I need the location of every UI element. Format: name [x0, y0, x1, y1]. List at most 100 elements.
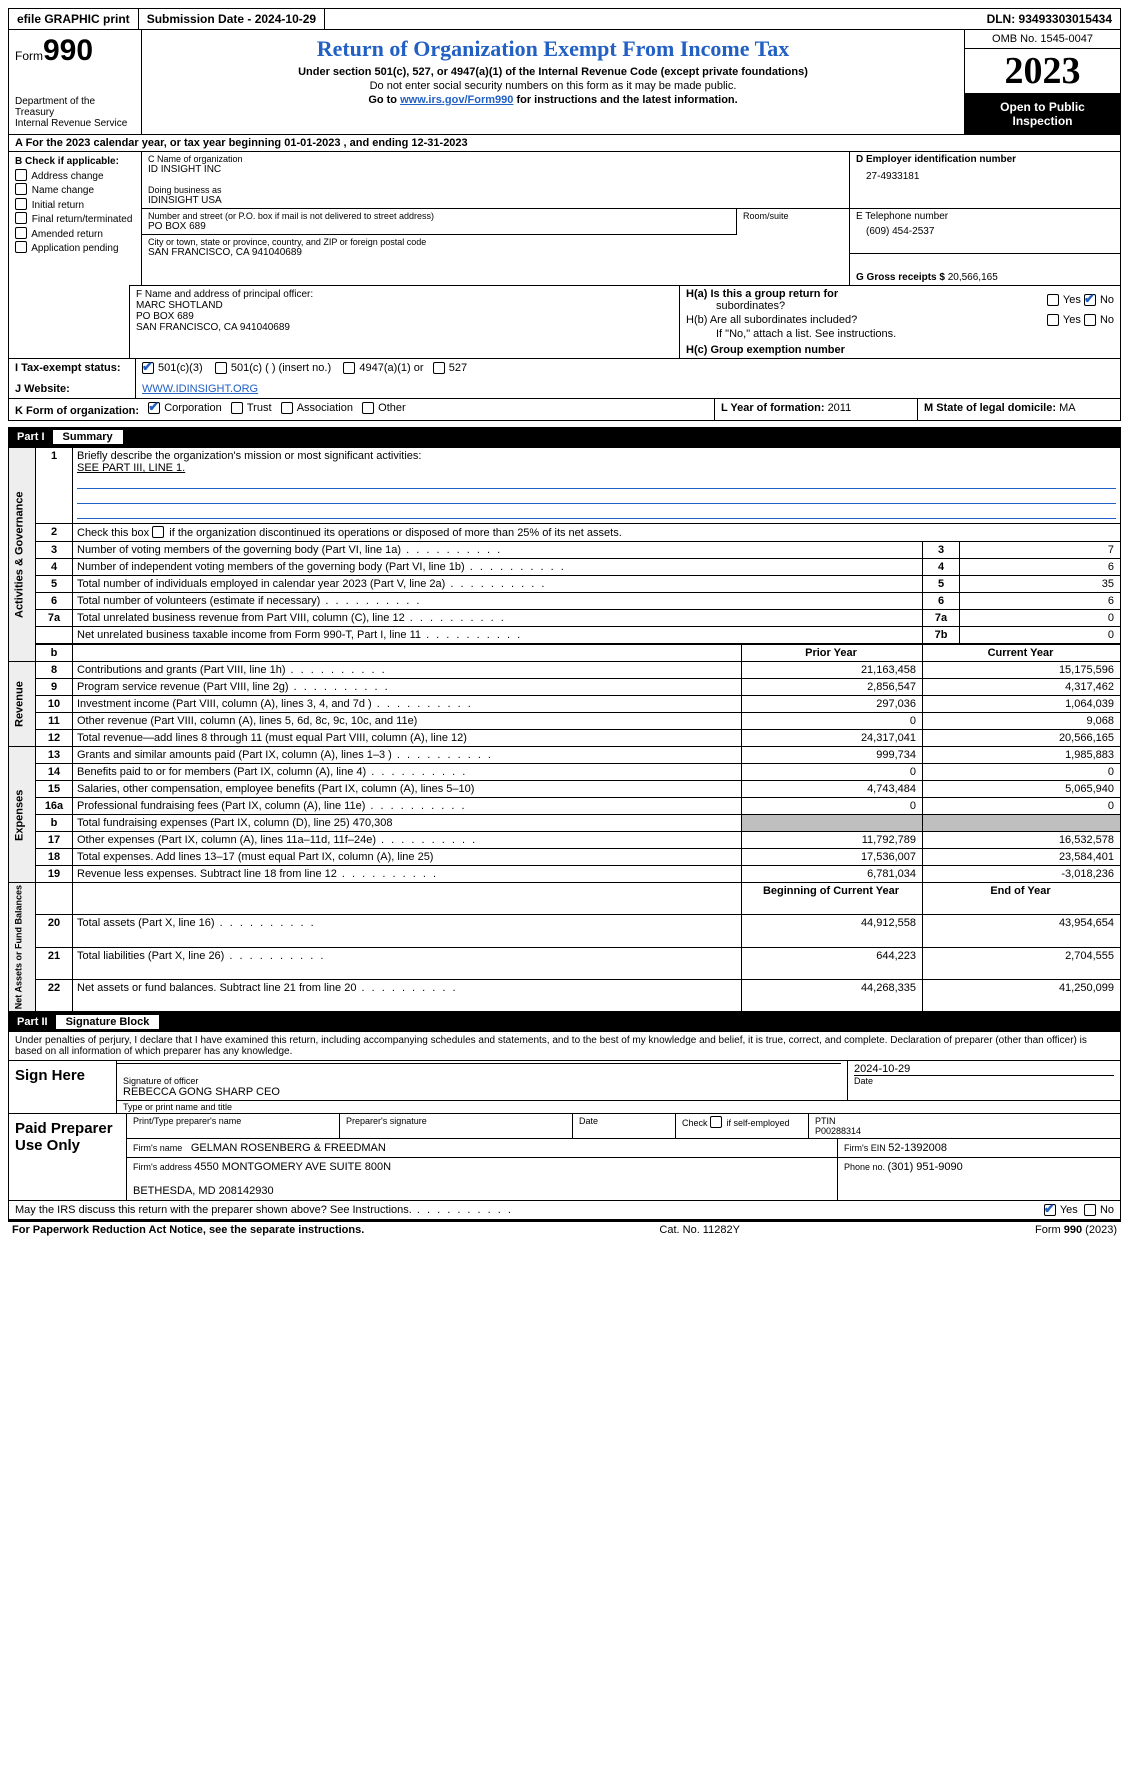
officer-name: REBECCA GONG SHARP CEO [123, 1086, 841, 1098]
part2-title: Signature Block [56, 1015, 160, 1029]
ha-no[interactable]: No [1084, 288, 1114, 312]
checkbox-icon [1044, 1204, 1056, 1216]
hb-no[interactable]: No [1084, 314, 1114, 326]
firm-phone-cell: Phone no. (301) 951-9090 [838, 1158, 1120, 1200]
col-d: D Employer identification number 27-4933… [850, 152, 1120, 285]
header-right: OMB No. 1545-0047 2023 Open to Public In… [965, 30, 1120, 134]
table-row: 9Program service revenue (Part VIII, lin… [9, 679, 1121, 696]
cb-address-change[interactable]: Address change [15, 169, 135, 184]
row-a-taxyear: A For the 2023 calendar year, or tax yea… [8, 135, 1121, 152]
table-row: bTotal fundraising expenses (Part IX, co… [9, 815, 1121, 832]
paid-preparer-label: Paid Preparer Use Only [9, 1114, 127, 1200]
table-row: Revenue8Contributions and grants (Part V… [9, 662, 1121, 679]
cell-gross-receipts: G Gross receipts $ 20,566,165 [850, 254, 1120, 285]
cb-final-return[interactable]: Final return/terminated [15, 212, 135, 227]
footer-mid: Cat. No. 11282Y [659, 1224, 740, 1236]
table-row: 6Total number of volunteers (estimate if… [9, 593, 1121, 610]
table-row: 3Number of voting members of the governi… [9, 542, 1121, 559]
vlabel-governance: Activities & Governance [9, 448, 36, 662]
row-q1: Activities & Governance 1 Briefly descri… [9, 448, 1121, 524]
cell-ein: D Employer identification number 27-4933… [850, 152, 1120, 209]
form-num: 990 [43, 34, 93, 67]
m-cell: M State of legal domicile: MA [918, 399, 1120, 420]
checkbox-icon[interactable] [710, 1116, 722, 1128]
prep-name-cell: Print/Type preparer's name [127, 1114, 340, 1138]
j-label: J Website: [9, 380, 136, 398]
identity-grid: B Check if applicable: Address change Na… [8, 152, 1121, 285]
firm-ein-cell: Firm's EIN 52-1392008 [838, 1139, 1120, 1157]
checkbox-icon [1047, 314, 1059, 326]
cb-other[interactable]: Other [362, 402, 406, 414]
cb-amended-return[interactable]: Amended return [15, 227, 135, 242]
discuss-no[interactable]: No [1084, 1204, 1114, 1216]
table-row: 10Investment income (Part VIII, column (… [9, 696, 1121, 713]
dln: DLN: 93493303015434 [979, 9, 1120, 29]
vlabel-revenue: Revenue [9, 662, 36, 747]
cb-initial-return[interactable]: Initial return [15, 198, 135, 213]
form-number: Form990 [15, 34, 135, 68]
vlabel-expenses: Expenses [9, 747, 36, 883]
table-row: 19Revenue less expenses. Subtract line 1… [9, 866, 1121, 883]
table-row: 16aProfessional fundraising fees (Part I… [9, 798, 1121, 815]
part1-header: Part I Summary [8, 427, 1121, 447]
checkbox-icon[interactable] [152, 526, 164, 538]
dept-treasury: Department of the Treasury Internal Reve… [15, 96, 135, 129]
table-row: 11Other revenue (Part VIII, column (A), … [9, 713, 1121, 730]
cell-phone: E Telephone number (609) 454-2537 [850, 209, 1120, 254]
table-row: 22Net assets or fund balances. Subtract … [9, 979, 1121, 1011]
form-title: Return of Organization Exempt From Incom… [152, 36, 954, 62]
form-subtitle-2: Do not enter social security numbers on … [152, 80, 954, 92]
topbar: efile GRAPHIC print Submission Date - 20… [8, 8, 1121, 30]
table-row: Net unrelated business taxable income fr… [9, 627, 1121, 645]
table-row: 14Benefits paid to or for members (Part … [9, 764, 1121, 781]
header-left: Form990 Department of the Treasury Inter… [9, 30, 142, 134]
checkbox-icon [15, 198, 27, 210]
table-row: 12Total revenue—add lines 8 through 11 (… [9, 730, 1121, 747]
cb-corporation[interactable]: Corporation [148, 402, 221, 414]
checkbox-icon [1047, 294, 1059, 306]
checkbox-icon [231, 402, 243, 414]
sign-here-label: Sign Here [9, 1061, 117, 1113]
efile-print-button[interactable]: efile GRAPHIC print [9, 9, 139, 29]
cell-street: Number and street (or P.O. box if mail i… [142, 209, 736, 235]
irs-link[interactable]: www.irs.gov/Form990 [400, 94, 513, 106]
omb-number: OMB No. 1545-0047 [965, 30, 1120, 49]
table-row: 20Total assets (Part X, line 16)44,912,5… [9, 915, 1121, 947]
cb-4947[interactable]: 4947(a)(1) or [343, 362, 423, 374]
sig-date: 2024-10-29 [854, 1063, 1114, 1076]
prep-sig-cell: Preparer's signature [340, 1114, 573, 1138]
k-cell: K Form of organization: Corporation Trus… [9, 399, 715, 420]
part2-header: Part II Signature Block [8, 1012, 1121, 1032]
prep-se-cell: Check if self-employed [676, 1114, 809, 1138]
paid-preparer-right: Print/Type preparer's name Preparer's si… [127, 1114, 1120, 1200]
cb-association[interactable]: Association [281, 402, 353, 414]
website-link[interactable]: WWW.IDINSIGHT.ORG [142, 383, 258, 395]
checkbox-icon [433, 362, 445, 374]
prep-date-cell: Date [573, 1114, 676, 1138]
cb-trust[interactable]: Trust [231, 402, 272, 414]
h-block: H(a) Is this a group return for subordin… [680, 285, 1120, 358]
i-options: 501(c)(3) 501(c) ( ) (insert no.) 4947(a… [136, 359, 1120, 380]
checkbox-icon [1084, 314, 1096, 326]
ha-yes[interactable]: Yes [1047, 288, 1081, 312]
cell-city: City or town, state or province, country… [142, 235, 849, 260]
cell-principal-officer: F Name and address of principal officer:… [130, 285, 680, 358]
cb-name-change[interactable]: Name change [15, 183, 135, 198]
row-bcy-header: Net Assets or Fund BalancesBeginning of … [9, 883, 1121, 915]
sig-officer-cell: Signature of officer REBECCA GONG SHARP … [117, 1061, 848, 1101]
discuss-yes[interactable]: Yes [1044, 1204, 1078, 1216]
sign-here-row: Sign Here Signature of officer REBECCA G… [8, 1061, 1121, 1114]
cb-501c[interactable]: 501(c) ( ) (insert no.) [215, 362, 331, 374]
h-c: H(c) Group exemption number [680, 342, 1120, 358]
checkbox-icon [15, 212, 27, 224]
hb-yes[interactable]: Yes [1047, 314, 1081, 326]
form-label: Form [15, 49, 43, 63]
cb-527[interactable]: 527 [433, 362, 467, 374]
i-label: I Tax-exempt status: [9, 359, 136, 380]
cell-org-name: C Name of organization ID INSIGHT INC Do… [142, 152, 849, 209]
cb-501c3[interactable]: 501(c)(3) [142, 362, 203, 374]
part1-table: Activities & Governance 1 Briefly descri… [8, 447, 1121, 1012]
cb-application-pending[interactable]: Application pending [15, 241, 135, 256]
declaration: Under penalties of perjury, I declare th… [8, 1032, 1121, 1061]
ptin-cell: PTINP00288314 [809, 1114, 1120, 1138]
